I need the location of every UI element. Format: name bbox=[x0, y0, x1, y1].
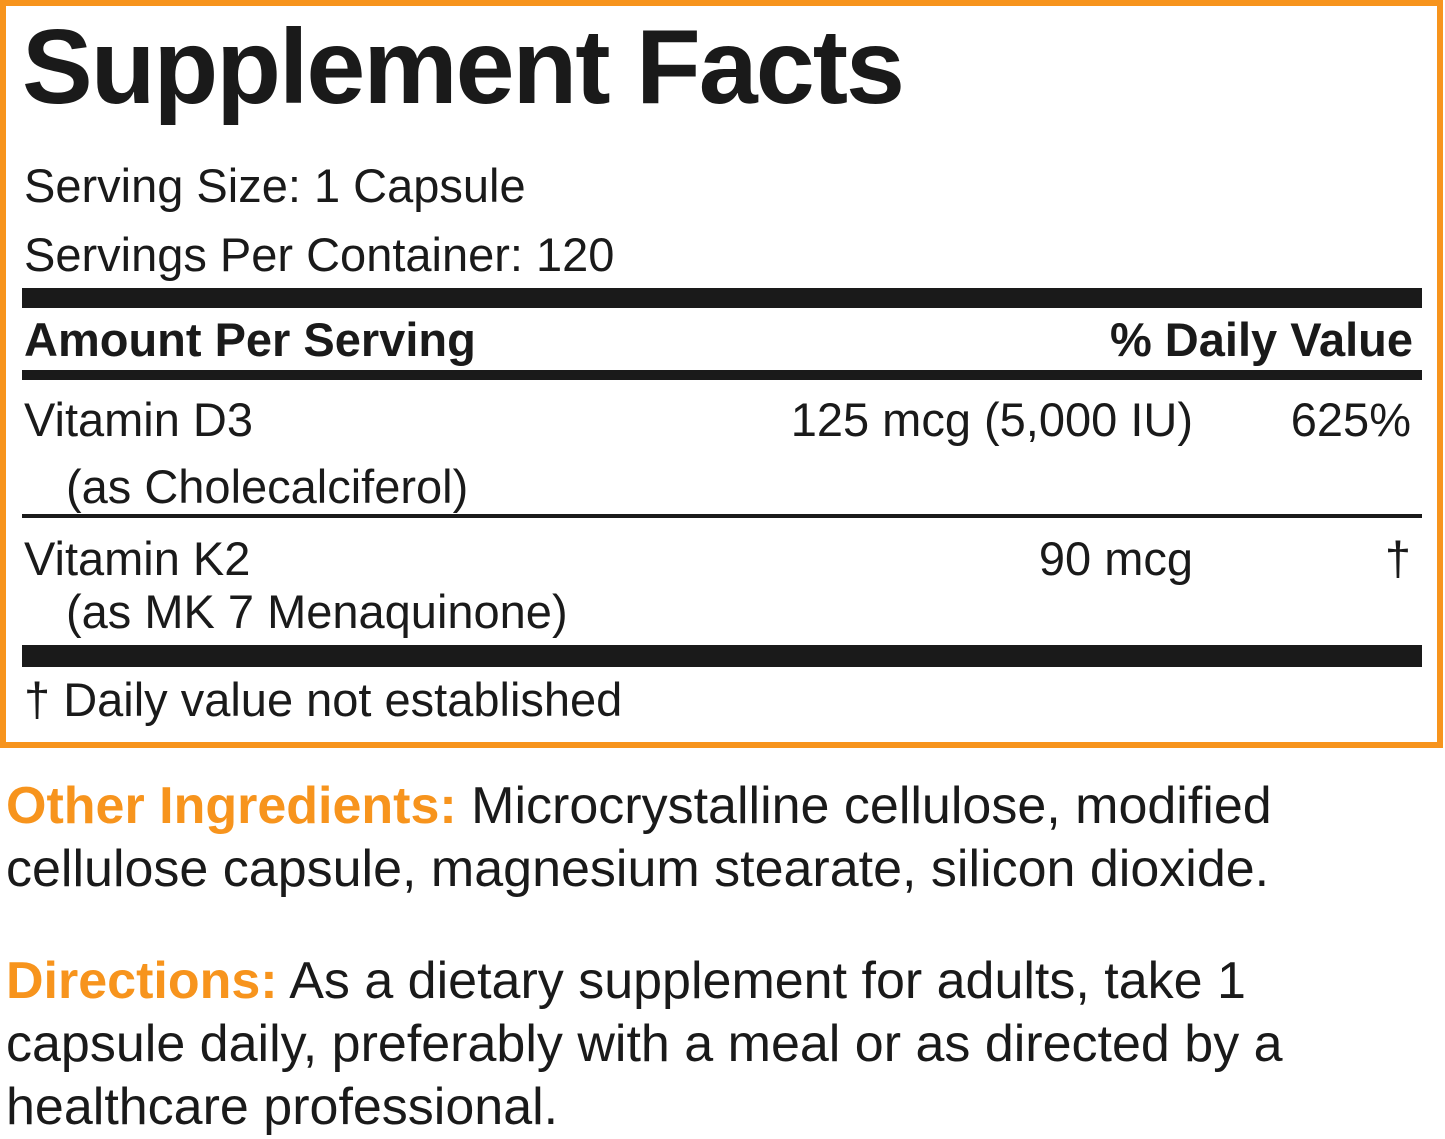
nutrient-source: (as MK 7 Menaquinone) bbox=[66, 585, 568, 638]
other-ingredients-text: Microcrystalline cellulose, modified cel… bbox=[6, 777, 1272, 898]
nutrient-daily-value: † bbox=[1384, 532, 1411, 585]
nutrient-name: Vitamin K2 bbox=[24, 532, 251, 585]
title: Supplement Facts bbox=[22, 8, 905, 126]
divider bbox=[22, 288, 1422, 308]
divider bbox=[22, 514, 1422, 518]
serving-size: Serving Size: 1 Capsule bbox=[24, 159, 526, 212]
supplement-facts-panel bbox=[0, 0, 1443, 748]
divider bbox=[22, 370, 1422, 380]
directions-label: Directions: bbox=[6, 952, 278, 1010]
other-ingredients: Other Ingredients: Microcrystalline cell… bbox=[6, 775, 1438, 901]
nutrient-name: Vitamin D3 bbox=[24, 393, 254, 446]
divider bbox=[22, 645, 1422, 667]
nutrient-daily-value: 625% bbox=[1290, 393, 1411, 446]
servings-per-container: Servings Per Container: 120 bbox=[24, 228, 615, 281]
nutrient-source: (as Cholecalciferol) bbox=[66, 460, 469, 513]
nutrient-amount: 125 mcg (5,000 IU) bbox=[790, 393, 1193, 446]
nutrient-amount: 90 mcg bbox=[1038, 532, 1193, 585]
other-ingredients-label: Other Ingredients: bbox=[6, 777, 457, 835]
directions-text: As a dietary supplement for adults, take… bbox=[6, 952, 1283, 1136]
amount-header: Amount Per Serving bbox=[24, 313, 476, 366]
daily-value-header: % Daily Value bbox=[1109, 313, 1413, 366]
directions: Directions: As a dietary supplement for … bbox=[6, 950, 1438, 1139]
footnote: † Daily value not established bbox=[24, 673, 623, 726]
